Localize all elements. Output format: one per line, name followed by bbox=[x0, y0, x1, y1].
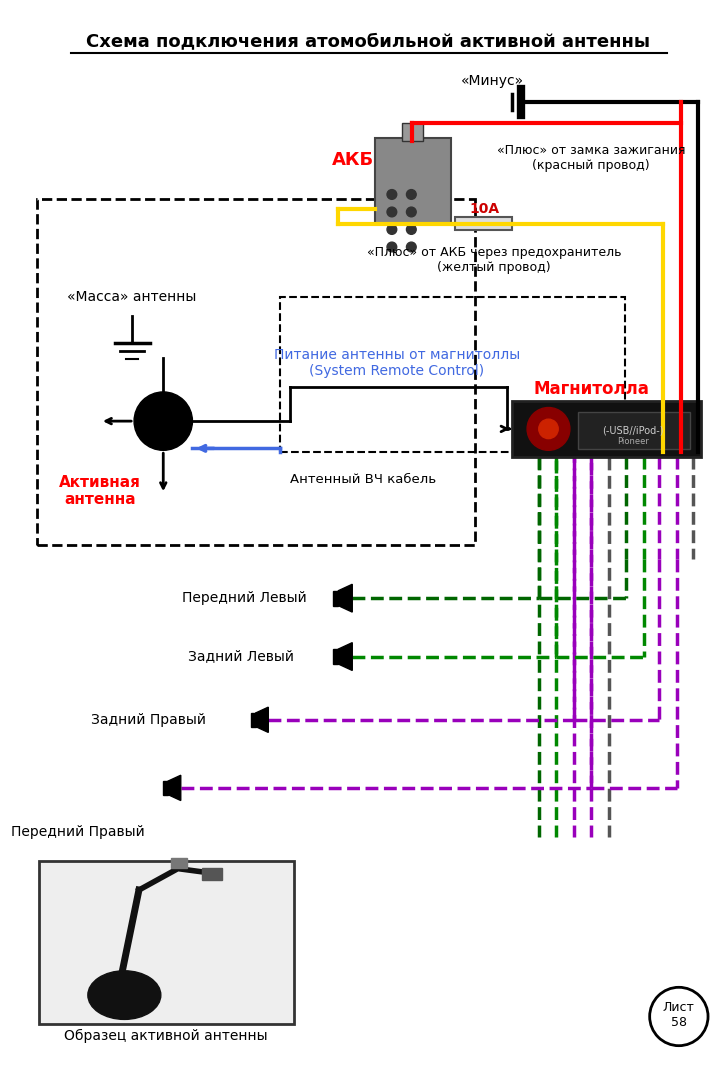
Text: Магнитолла: Магнитолла bbox=[534, 379, 649, 398]
Bar bbox=[171, 858, 186, 868]
Bar bbox=[511, 401, 701, 457]
Text: Передний Правый: Передний Правый bbox=[11, 825, 144, 839]
Text: Задний Правый: Задний Правый bbox=[91, 713, 206, 727]
Text: Антенный ВЧ кабель: Антенный ВЧ кабель bbox=[290, 473, 435, 486]
Bar bbox=[39, 861, 294, 1024]
Bar bbox=[401, 124, 423, 141]
Bar bbox=[333, 649, 339, 664]
Text: Лист
58: Лист 58 bbox=[663, 1001, 695, 1029]
Circle shape bbox=[406, 242, 416, 252]
Polygon shape bbox=[339, 643, 352, 671]
Text: (-USB//iPod-): (-USB//iPod-) bbox=[602, 425, 664, 436]
Text: «Плюс» от АКБ через предохранитель
(желтый провод): «Плюс» от АКБ через предохранитель (желт… bbox=[367, 245, 621, 274]
Circle shape bbox=[527, 407, 570, 450]
Circle shape bbox=[134, 392, 193, 450]
Bar bbox=[280, 296, 625, 452]
Bar bbox=[251, 713, 256, 727]
Circle shape bbox=[406, 225, 416, 235]
Text: Активная
антенна: Активная антенна bbox=[59, 475, 141, 507]
Bar bbox=[375, 138, 451, 224]
Text: Питание антенны от магнитоллы
(System Remote Control): Питание антенны от магнитоллы (System Re… bbox=[274, 348, 520, 377]
Text: 10А: 10А bbox=[469, 203, 500, 216]
Circle shape bbox=[406, 190, 416, 199]
Ellipse shape bbox=[88, 971, 161, 1019]
Circle shape bbox=[406, 207, 416, 216]
Text: Передний Левый: Передний Левый bbox=[182, 592, 306, 605]
Circle shape bbox=[387, 207, 396, 216]
Text: «Плюс» от замка зажигания
(красный провод): «Плюс» от замка зажигания (красный прово… bbox=[497, 145, 686, 173]
Circle shape bbox=[387, 190, 396, 199]
Text: «Масса» антенны: «Масса» антенны bbox=[67, 290, 197, 304]
Circle shape bbox=[387, 242, 396, 252]
Text: Pioneer: Pioneer bbox=[617, 437, 649, 446]
Bar bbox=[333, 591, 339, 605]
Text: АКБ: АКБ bbox=[332, 151, 374, 169]
Text: «Минус»: «Минус» bbox=[461, 74, 523, 87]
Circle shape bbox=[387, 225, 396, 235]
Bar bbox=[202, 868, 222, 881]
Bar bbox=[578, 413, 690, 450]
Polygon shape bbox=[256, 707, 269, 732]
Text: Образец активной антенны: Образец активной антенны bbox=[64, 1029, 268, 1043]
Polygon shape bbox=[339, 584, 352, 612]
Bar bbox=[163, 781, 168, 794]
Polygon shape bbox=[168, 775, 180, 801]
Text: Схема подключения атомобильной активной антенны: Схема подключения атомобильной активной … bbox=[87, 33, 651, 51]
Circle shape bbox=[539, 419, 558, 438]
Text: Задний Левый: Задний Левый bbox=[188, 649, 294, 663]
Bar bbox=[455, 216, 511, 230]
Bar bbox=[37, 199, 474, 545]
